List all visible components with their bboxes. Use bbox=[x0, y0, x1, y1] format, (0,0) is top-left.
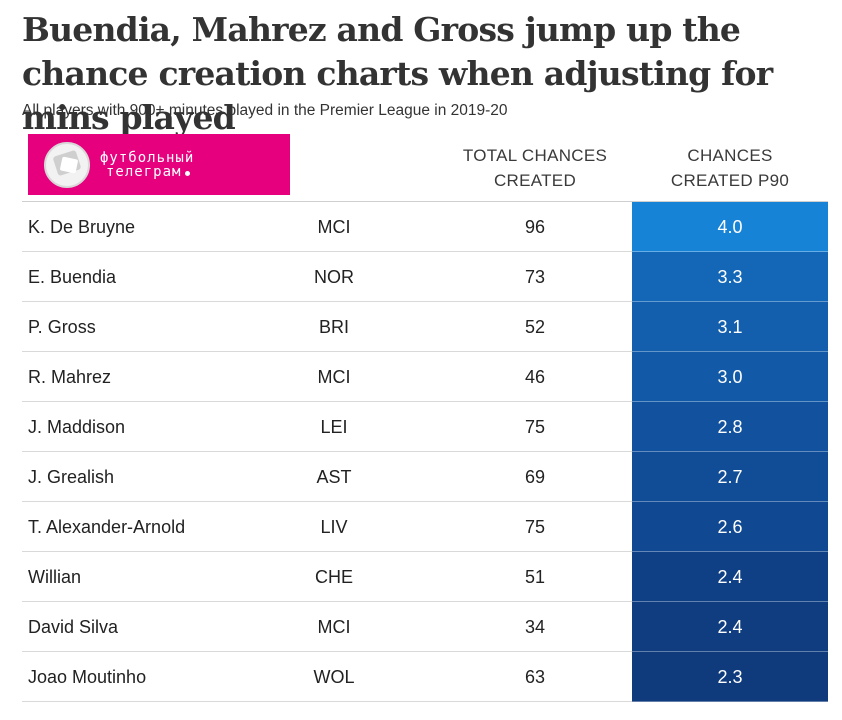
total-chances-cell: 69 bbox=[524, 467, 546, 487]
table-row: Willian CHE 51 2.4 bbox=[22, 552, 828, 602]
table-row: Joao Moutinho WOL 63 2.3 bbox=[22, 652, 828, 702]
logo-line-1: футбольный bbox=[100, 149, 195, 166]
club-cell: MCI bbox=[317, 367, 351, 387]
chances-p90-cell: 3.1 bbox=[632, 302, 828, 352]
chances-p90-cell: 4.0 bbox=[632, 202, 828, 252]
chances-p90-cell: 3.3 bbox=[632, 252, 828, 302]
header-divider bbox=[22, 201, 828, 202]
total-chances-cell: 52 bbox=[524, 317, 546, 337]
table-row: E. Buendia NOR 73 3.3 bbox=[22, 252, 828, 302]
total-chances-cell: 75 bbox=[524, 417, 546, 437]
crumpled-paper-icon bbox=[44, 141, 90, 188]
chances-p90-cell: 2.8 bbox=[632, 402, 828, 452]
column-header-chances-p90: CHANCES CREATED P90 bbox=[632, 143, 828, 193]
club-cell: LIV bbox=[320, 517, 348, 537]
player-name-cell: R. Mahrez bbox=[28, 367, 112, 387]
club-cell: MCI bbox=[317, 217, 351, 237]
total-chances-cell: 51 bbox=[524, 567, 546, 587]
player-name-cell: J. Grealish bbox=[28, 467, 115, 487]
club-cell: NOR bbox=[314, 267, 354, 287]
column-header-total-line-2: CREATED bbox=[493, 171, 577, 190]
column-header-total-line-1: TOTAL CHANCES bbox=[462, 146, 608, 165]
logo-dot-icon bbox=[185, 170, 191, 176]
player-name-cell: David Silva bbox=[28, 617, 119, 637]
total-chances-cell: 46 bbox=[524, 367, 546, 387]
total-chances-cell: 73 bbox=[524, 267, 546, 287]
player-name-cell: K. De Bruyne bbox=[28, 217, 136, 237]
player-name-cell: T. Alexander-Arnold bbox=[28, 517, 186, 537]
chances-p90-cell: 3.0 bbox=[632, 352, 828, 402]
player-name-cell: P. Gross bbox=[28, 317, 96, 337]
player-name-cell: J. Maddison bbox=[28, 417, 126, 437]
club-cell: AST bbox=[316, 467, 352, 487]
chances-p90-cell: 2.4 bbox=[632, 602, 828, 652]
logo-text: футбольный телеграм bbox=[100, 151, 194, 179]
telegram-logo: футбольный телеграм bbox=[28, 134, 290, 195]
total-chances-cell: 96 bbox=[524, 217, 546, 237]
total-chances-cell: 63 bbox=[524, 667, 546, 687]
column-header-p90-line-2: CREATED P90 bbox=[670, 171, 790, 190]
chances-p90-cell: 2.6 bbox=[632, 502, 828, 552]
total-chances-cell: 75 bbox=[524, 517, 546, 537]
chart-subtitle: All players with 900+ minutes played in … bbox=[22, 102, 508, 119]
total-chances-cell: 34 bbox=[524, 617, 546, 637]
table-row: David Silva MCI 34 2.4 bbox=[22, 602, 828, 652]
table-row: P. Gross BRI 52 3.1 bbox=[22, 302, 828, 352]
table-row: T. Alexander-Arnold LIV 75 2.6 bbox=[22, 502, 828, 552]
column-header-total-chances: TOTAL CHANCES CREATED bbox=[440, 143, 630, 193]
club-cell: WOL bbox=[313, 667, 355, 687]
club-cell: MCI bbox=[317, 617, 351, 637]
chances-p90-cell: 2.3 bbox=[632, 652, 828, 702]
chances-table: K. De Bruyne MCI 96 4.0 E. Buendia NOR 73 3.3 P.… bbox=[22, 202, 828, 702]
chances-p90-cell: 2.4 bbox=[632, 552, 828, 602]
player-name-cell: Joao Moutinho bbox=[28, 667, 147, 687]
table-row: R. Mahrez MCI 46 3.0 bbox=[22, 352, 828, 402]
table-row: J. Maddison LEI 75 2.8 bbox=[22, 402, 828, 452]
club-cell: BRI bbox=[318, 317, 349, 337]
column-header-p90-line-1: CHANCES bbox=[687, 146, 773, 165]
club-cell: LEI bbox=[320, 417, 348, 437]
chances-p90-cell: 2.7 bbox=[632, 452, 828, 502]
player-name-cell: Willian bbox=[28, 567, 82, 587]
player-name-cell: E. Buendia bbox=[28, 267, 117, 287]
table-row: J. Grealish AST 69 2.7 bbox=[22, 452, 828, 502]
club-cell: CHE bbox=[314, 567, 353, 587]
table-row: K. De Bruyne MCI 96 4.0 bbox=[22, 202, 828, 252]
logo-line-2: телеграм bbox=[106, 163, 182, 180]
chart-title: Buendia, Mahrez and Gross jump up the ch… bbox=[22, 10, 773, 137]
